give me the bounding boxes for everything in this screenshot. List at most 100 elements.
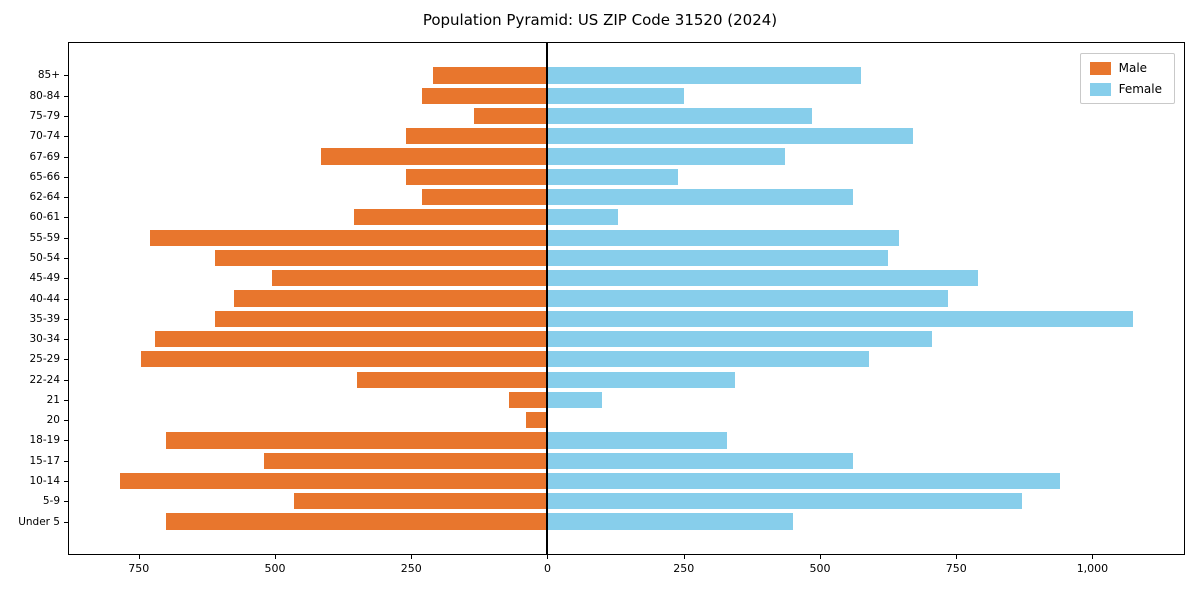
y-tick-label: 65-66 <box>29 170 60 183</box>
y-tick-label: 5-9 <box>42 495 60 508</box>
bar-male <box>264 452 548 469</box>
x-tick-mark <box>819 555 821 559</box>
bar-male <box>422 87 548 104</box>
y-tick-label: 40-44 <box>29 292 60 305</box>
bar-male <box>234 290 548 307</box>
y-tick-mark <box>64 278 68 280</box>
y-tick-mark <box>64 217 68 219</box>
bar-female <box>547 107 812 125</box>
y-tick-mark <box>64 318 68 320</box>
x-tick-label: 250 <box>673 562 695 575</box>
x-tick-label: 500 <box>264 562 286 575</box>
x-tick-label: 500 <box>809 562 831 575</box>
bar-male <box>356 371 548 388</box>
y-tick-label: 50-54 <box>29 251 60 264</box>
bar-female <box>547 209 619 226</box>
bar-male <box>509 391 548 408</box>
y-tick-mark <box>64 359 68 361</box>
bar-female <box>547 351 869 368</box>
bar-male <box>433 67 548 84</box>
y-tick-label: 25-29 <box>29 353 60 366</box>
y-tick-mark <box>64 237 68 239</box>
y-tick-mark <box>64 399 68 401</box>
bar-female <box>547 391 602 408</box>
legend: Male Female <box>1079 53 1175 104</box>
y-tick-mark <box>64 298 68 300</box>
legend-item-male: Male <box>1089 61 1162 75</box>
bar-female <box>547 249 889 267</box>
y-tick-label: 45-49 <box>29 272 60 285</box>
x-tick-label: 750 <box>128 562 150 575</box>
x-tick-mark <box>1092 555 1094 559</box>
bar-female <box>547 128 913 145</box>
bar-male <box>473 107 548 125</box>
y-tick-label: 15-17 <box>29 454 60 467</box>
bar-female <box>547 189 853 206</box>
y-tick-label: 80-84 <box>29 89 60 102</box>
y-tick-mark <box>64 501 68 503</box>
y-tick-label: 20 <box>46 414 60 427</box>
y-tick-label: 60-61 <box>29 211 60 224</box>
plot-area: Male Female <box>68 42 1185 555</box>
bar-male <box>141 351 548 368</box>
y-tick-label: 67-69 <box>29 150 60 163</box>
bar-female <box>547 432 728 449</box>
bar-male <box>166 513 548 530</box>
x-tick-label: 0 <box>543 562 551 575</box>
y-tick-mark <box>64 460 68 462</box>
y-tick-mark <box>64 440 68 442</box>
bar-male <box>405 128 548 145</box>
zero-axis-line <box>546 43 549 554</box>
x-tick-mark <box>956 555 958 559</box>
bar-female <box>547 270 978 287</box>
y-tick-label: 85+ <box>37 69 60 82</box>
bar-female <box>547 229 899 246</box>
y-tick-mark <box>64 339 68 341</box>
y-tick-mark <box>64 197 68 199</box>
bar-male <box>272 270 548 287</box>
bar-female <box>547 493 1022 510</box>
legend-swatch-male <box>1089 61 1111 75</box>
y-tick-mark <box>64 521 68 523</box>
y-tick-mark <box>64 257 68 259</box>
y-tick-label: Under 5 <box>18 515 60 528</box>
bar-male <box>525 412 548 429</box>
bar-male <box>354 209 548 226</box>
y-tick-mark <box>64 95 68 97</box>
bar-female <box>547 330 932 348</box>
y-tick-label: 18-19 <box>29 434 60 447</box>
bar-female <box>547 472 1060 490</box>
bar-male <box>215 249 548 267</box>
x-tick-mark <box>138 555 140 559</box>
bar-male <box>321 148 548 165</box>
bar-male <box>422 189 548 206</box>
y-tick-label: 75-79 <box>29 110 60 122</box>
y-tick-mark <box>64 420 68 422</box>
legend-item-female: Female <box>1089 82 1162 96</box>
bar-male <box>149 229 548 246</box>
legend-label-male: Male <box>1118 61 1148 75</box>
y-tick-mark <box>64 75 68 77</box>
y-tick-mark <box>64 379 68 381</box>
y-tick-label: 55-59 <box>29 231 60 244</box>
legend-swatch-female <box>1089 82 1111 96</box>
bar-male <box>215 310 548 327</box>
bar-female <box>547 67 861 84</box>
y-tick-mark <box>64 136 68 138</box>
x-tick-mark <box>547 555 549 559</box>
y-tick-label: 22-24 <box>29 373 60 386</box>
y-tick-mark <box>64 156 68 158</box>
x-tick-label: 250 <box>400 562 422 575</box>
bar-female <box>547 513 793 530</box>
y-tick-mark <box>64 116 68 117</box>
bar-female <box>547 452 853 469</box>
bar-male <box>405 168 548 185</box>
y-tick-label: 30-34 <box>29 333 60 346</box>
legend-label-female: Female <box>1118 82 1162 96</box>
y-tick-mark <box>64 481 68 482</box>
x-tick-mark <box>411 555 413 559</box>
bar-female <box>547 87 684 104</box>
y-tick-label: 21 <box>46 393 60 406</box>
bar-female <box>547 290 949 307</box>
